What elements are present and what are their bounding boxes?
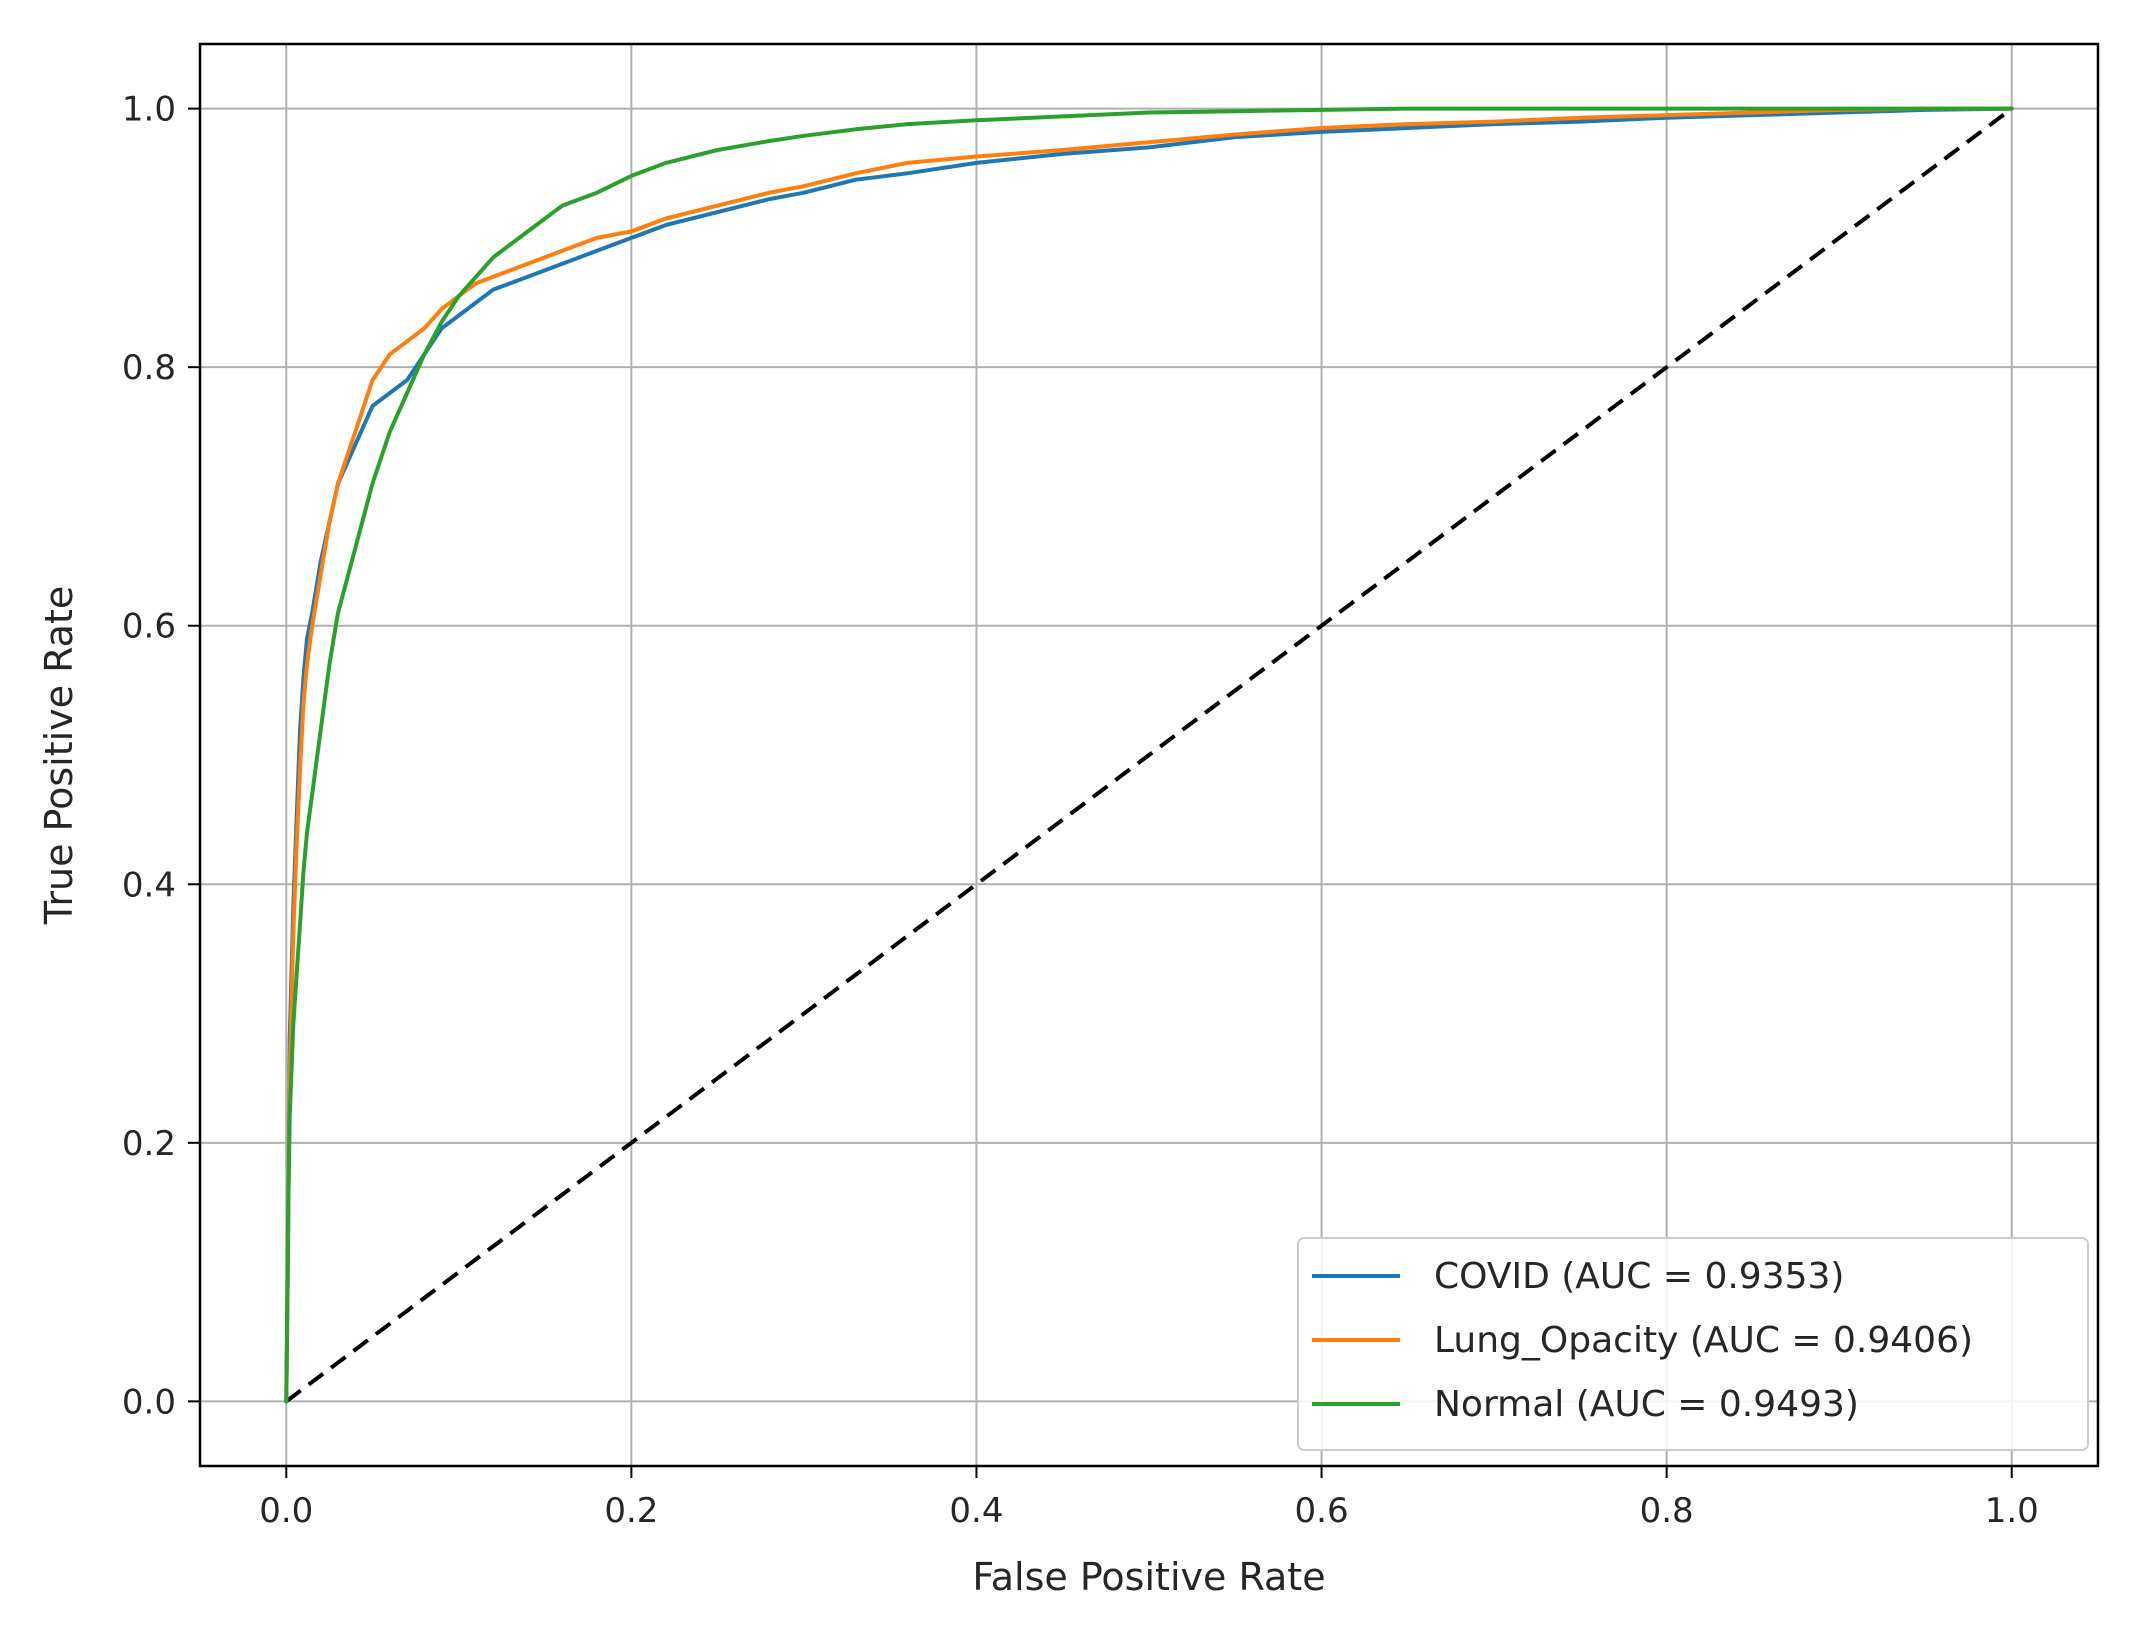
legend-label-1: COVID (AUC = 0.9353) [1434, 1256, 1844, 1297]
y-axis-label: True Positive Rate [37, 586, 81, 926]
series-line-1 [284, 106, 2014, 1404]
x-axis-label: False Positive Rate [972, 1555, 1325, 1599]
legend: COVID (AUC = 0.9353) Lung_Opacity (AUC = … [1297, 1237, 2089, 1451]
y-tick-label-2: 0.4 [122, 865, 176, 905]
legend-label-3: Normal (AUC = 0.9493) [1434, 1384, 1859, 1425]
legend-label-2: Lung_Opacity (AUC = 0.9406) [1434, 1320, 1973, 1361]
legend-box [1297, 1237, 2089, 1451]
plot-frame [198, 42, 2100, 1468]
reference-line-layer [285, 107, 2013, 1403]
series-line-2 [284, 106, 2014, 1404]
x-tick-label-1: 0.2 [604, 1491, 658, 1531]
y-tick-label-5: 1.0 [122, 90, 176, 130]
y-tick-label-0: 0.0 [122, 1382, 176, 1422]
series-line-3 [284, 106, 2014, 1404]
y-tick-label-1: 0.2 [122, 1124, 176, 1164]
y-tick-label-3: 0.6 [122, 607, 176, 647]
series-layer [284, 106, 2014, 1404]
y-tick-label-4: 0.8 [122, 348, 176, 388]
grid [200, 44, 2098, 1466]
x-tick-label-4: 0.8 [1640, 1491, 1694, 1531]
x-tick-label-2: 0.4 [949, 1491, 1003, 1531]
x-tick-label-5: 1.0 [1985, 1491, 2039, 1531]
reference-diagonal-line [285, 107, 2013, 1403]
ticks: 0.0 0.2 0.4 0.6 0.8 1.0 0.0 0.2 0.4 0.6 0.8 1.0 [122, 90, 2039, 1531]
x-tick-label-3: 0.6 [1295, 1491, 1349, 1531]
x-tick-label-0: 0.0 [259, 1491, 313, 1531]
